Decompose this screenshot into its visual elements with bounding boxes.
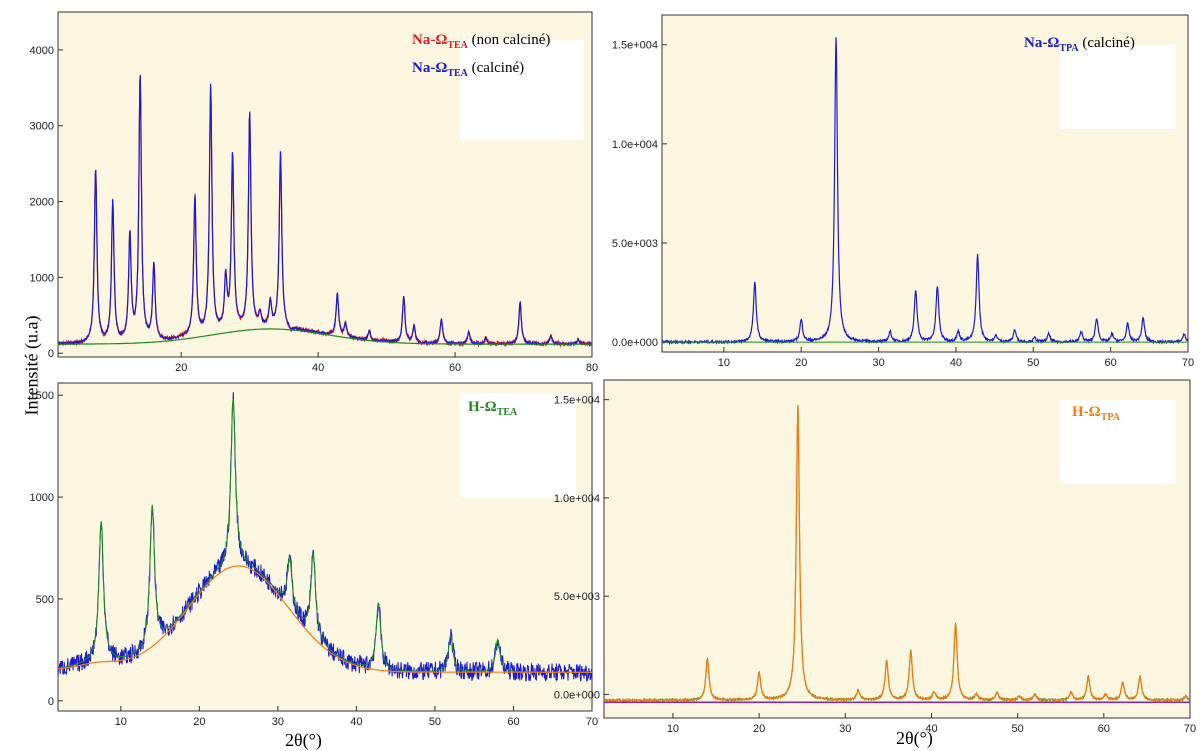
- legend-entry: Na-ΩTEA (calciné): [412, 60, 524, 79]
- series-line-calcine: [661, 37, 1189, 346]
- y-tick-label: 5.0e+003: [554, 591, 600, 603]
- plot-frame: [57, 11, 593, 358]
- x-tick-label: 80: [586, 362, 598, 374]
- x-tick-label: 10: [115, 716, 127, 728]
- x-axis-label: 2θ(°): [285, 730, 322, 750]
- series-line-hta: [603, 405, 1191, 703]
- x-tick-label: 10: [667, 723, 679, 735]
- y-tick-label: 1.0e+004: [554, 493, 600, 505]
- x-tick-label: 20: [795, 357, 807, 369]
- y-tick-label: 0.0e+000: [612, 337, 658, 349]
- legend-series-name: Na-ΩTEA: [412, 60, 468, 79]
- x-tick-label: 70: [1182, 357, 1194, 369]
- chart-na-tpa-svg: 10 20 30 40 50 60 70 0.0e+000 5.0e+003 1.0e+004 1.…: [612, 14, 1194, 369]
- legend-qualifier: (calciné): [1078, 35, 1135, 51]
- legend-entry: Na-ΩTEA (non calciné): [412, 32, 550, 51]
- x-tick-label: 70: [1184, 723, 1196, 735]
- x-tick-label: 60: [1098, 723, 1110, 735]
- legend-box: [1060, 45, 1176, 129]
- x-tick-label: 20: [193, 716, 205, 728]
- x-tick-label: 20: [753, 723, 765, 735]
- y-tick-label: 0: [48, 696, 54, 708]
- x-tick-label: 50: [1012, 723, 1024, 735]
- x-tick-label: 50: [429, 716, 441, 728]
- y-tick-label: 0.0e+000: [554, 689, 600, 701]
- y-axis-label: Intensité (u.a): [21, 315, 42, 416]
- y-tick-label: 2000: [30, 197, 54, 209]
- series-line-background: [57, 565, 592, 673]
- legend-entry: H-ΩTEA: [468, 399, 517, 418]
- y-tick-label: 1000: [30, 492, 54, 504]
- legend-box: [460, 40, 584, 140]
- chart-h-tea-svg: 10 20 30 40 50 60 70 0 500 1000 1500: [30, 382, 598, 728]
- x-tick-label: 20: [175, 362, 187, 374]
- y-tick-label: 1.0e+004: [612, 139, 658, 151]
- x-tick-label: 10: [718, 357, 730, 369]
- x-tick-label: 40: [350, 716, 362, 728]
- legend-box: [460, 393, 576, 498]
- chart-na-tea: 20 40 60 80 0 1000 2000 3000 4000 Na-ΩTEA (non c…: [30, 11, 598, 374]
- y-tick-label: 4000: [30, 45, 54, 57]
- x-tick-label: 60: [507, 716, 519, 728]
- y-tick-label: 1500: [30, 390, 54, 402]
- y-tick-label: 1.5e+004: [554, 395, 600, 407]
- legend-qualifier: (calciné): [467, 60, 525, 76]
- y-tick-label: 1000: [30, 272, 54, 284]
- plot-frame: [57, 382, 593, 712]
- chart-h-tpa-svg: 10 20 30 40 50 60 70 0.0e+000 5.0e+003 1.0e+004 1.…: [554, 379, 1196, 735]
- chart-h-tea: 10 20 30 40 50 60 70 0 500 1000 1500 H-ΩTEA: [30, 382, 598, 728]
- legend-series-name: Na-ΩTEA: [412, 32, 468, 51]
- x-tick-label: 50: [1027, 357, 1039, 369]
- x-tick-label: 40: [925, 723, 937, 735]
- x-tick-label: 30: [272, 716, 284, 728]
- legend-entry: H-ΩTPA: [1072, 404, 1120, 423]
- x-tick-label: 40: [950, 357, 962, 369]
- legend-box: [1060, 400, 1176, 484]
- plot-frame: [661, 14, 1189, 353]
- legend-entry: Na-ΩTPA (calciné): [1024, 35, 1135, 54]
- plot-frame: [603, 379, 1191, 719]
- x-tick-label: 30: [839, 723, 851, 735]
- legend-series-name: H-ΩTPA: [1072, 404, 1120, 423]
- y-tick-label: 3000: [30, 121, 54, 133]
- chart-h-tpa: 10 20 30 40 50 60 70 0.0e+000 5.0e+003 1.0e+004 1.…: [554, 379, 1196, 735]
- x-axis-label: 2θ(°): [896, 728, 933, 748]
- y-tick-label: 500: [36, 594, 54, 606]
- chart-na-tea-svg: 20 40 60 80 0 1000 2000 3000 4000: [30, 11, 598, 374]
- y-tick-label: 1.5e+004: [612, 40, 658, 52]
- chart-na-tpa: 10 20 30 40 50 60 70 0.0e+000 5.0e+003 1.0e+004 1.…: [612, 14, 1194, 369]
- legend-qualifier: (non calciné): [467, 32, 551, 48]
- x-tick-label: 60: [449, 362, 461, 374]
- x-tick-label: 70: [586, 716, 598, 728]
- series-line-background: [58, 328, 592, 345]
- legend-series-name: H-ΩTEA: [468, 399, 518, 418]
- legend-series-name: Na-ΩTPA: [1024, 35, 1079, 54]
- x-tick-label: 30: [872, 357, 884, 369]
- x-tick-label: 60: [1105, 357, 1117, 369]
- y-tick-label: 0: [48, 348, 54, 360]
- series-line-fit: [57, 398, 592, 673]
- y-tick-label: 5.0e+003: [612, 238, 658, 250]
- x-tick-label: 40: [312, 362, 324, 374]
